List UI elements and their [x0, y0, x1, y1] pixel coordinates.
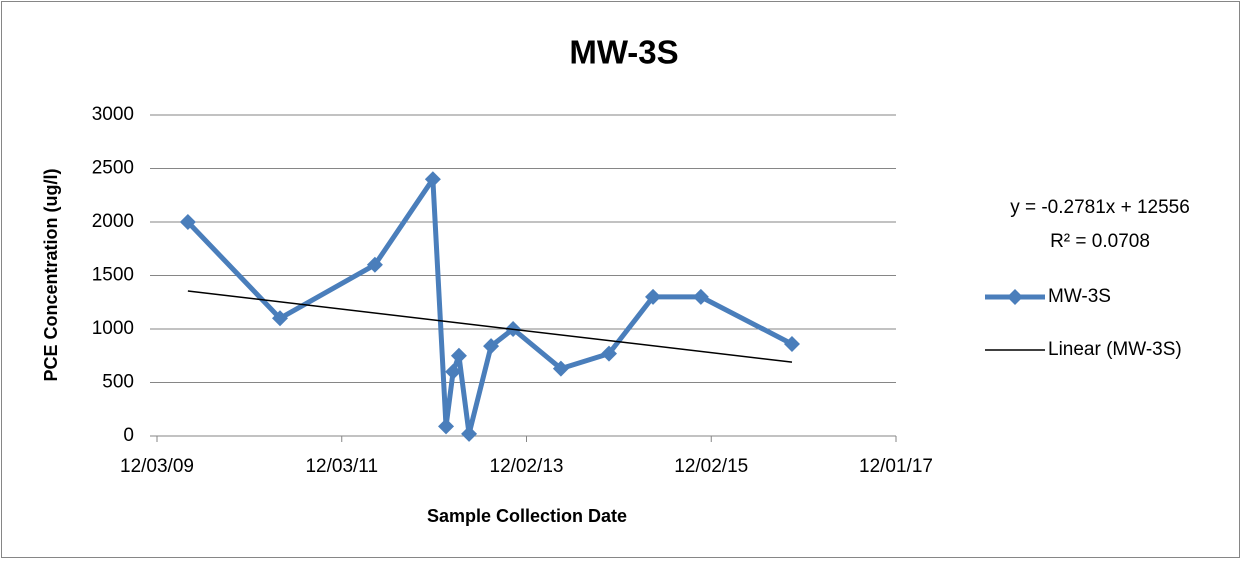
x-tick-label: 12/02/15 [674, 456, 748, 477]
y-tick-label: 3000 [92, 104, 134, 125]
trend-r2: R² = 0.0708 [1050, 231, 1150, 252]
x-tick-label: 12/01/17 [859, 456, 933, 477]
trend-equation: y = -0.2781x + 12556 [1010, 197, 1190, 218]
data-point [438, 418, 455, 435]
legend-label: Linear (MW-3S) [1048, 339, 1182, 360]
data-point [461, 425, 478, 442]
trend-line [187, 290, 793, 363]
y-tick-label: 2000 [92, 211, 134, 232]
y-axis-label: PCE Concentration (ug/l) [41, 169, 61, 382]
data-point [271, 310, 288, 327]
data-point [483, 338, 500, 355]
legend-label: MW-3S [1048, 286, 1111, 307]
y-tick-label: 1000 [92, 318, 134, 339]
data-point [692, 288, 709, 305]
y-tick-label: 0 [123, 425, 134, 446]
y-tick-label: 1500 [92, 265, 134, 286]
y-tick-label: 2500 [92, 158, 134, 179]
data-point [783, 335, 800, 352]
data-point [179, 214, 196, 230]
x-axis-label: Sample Collection Date [427, 506, 627, 526]
data-point [424, 171, 441, 188]
x-tick-label: 12/03/09 [120, 456, 194, 477]
x-tick-label: 12/02/13 [490, 456, 564, 477]
data-point [445, 363, 462, 380]
data-point [601, 345, 618, 362]
data-point [645, 288, 662, 305]
x-tick-label: 12/03/11 [305, 456, 378, 477]
chart-title: MW-3S [569, 34, 678, 71]
data-point [366, 256, 383, 273]
data-point [552, 360, 569, 377]
legend-marker [1007, 289, 1023, 305]
data-point [450, 347, 467, 364]
y-tick-label: 500 [102, 372, 134, 393]
